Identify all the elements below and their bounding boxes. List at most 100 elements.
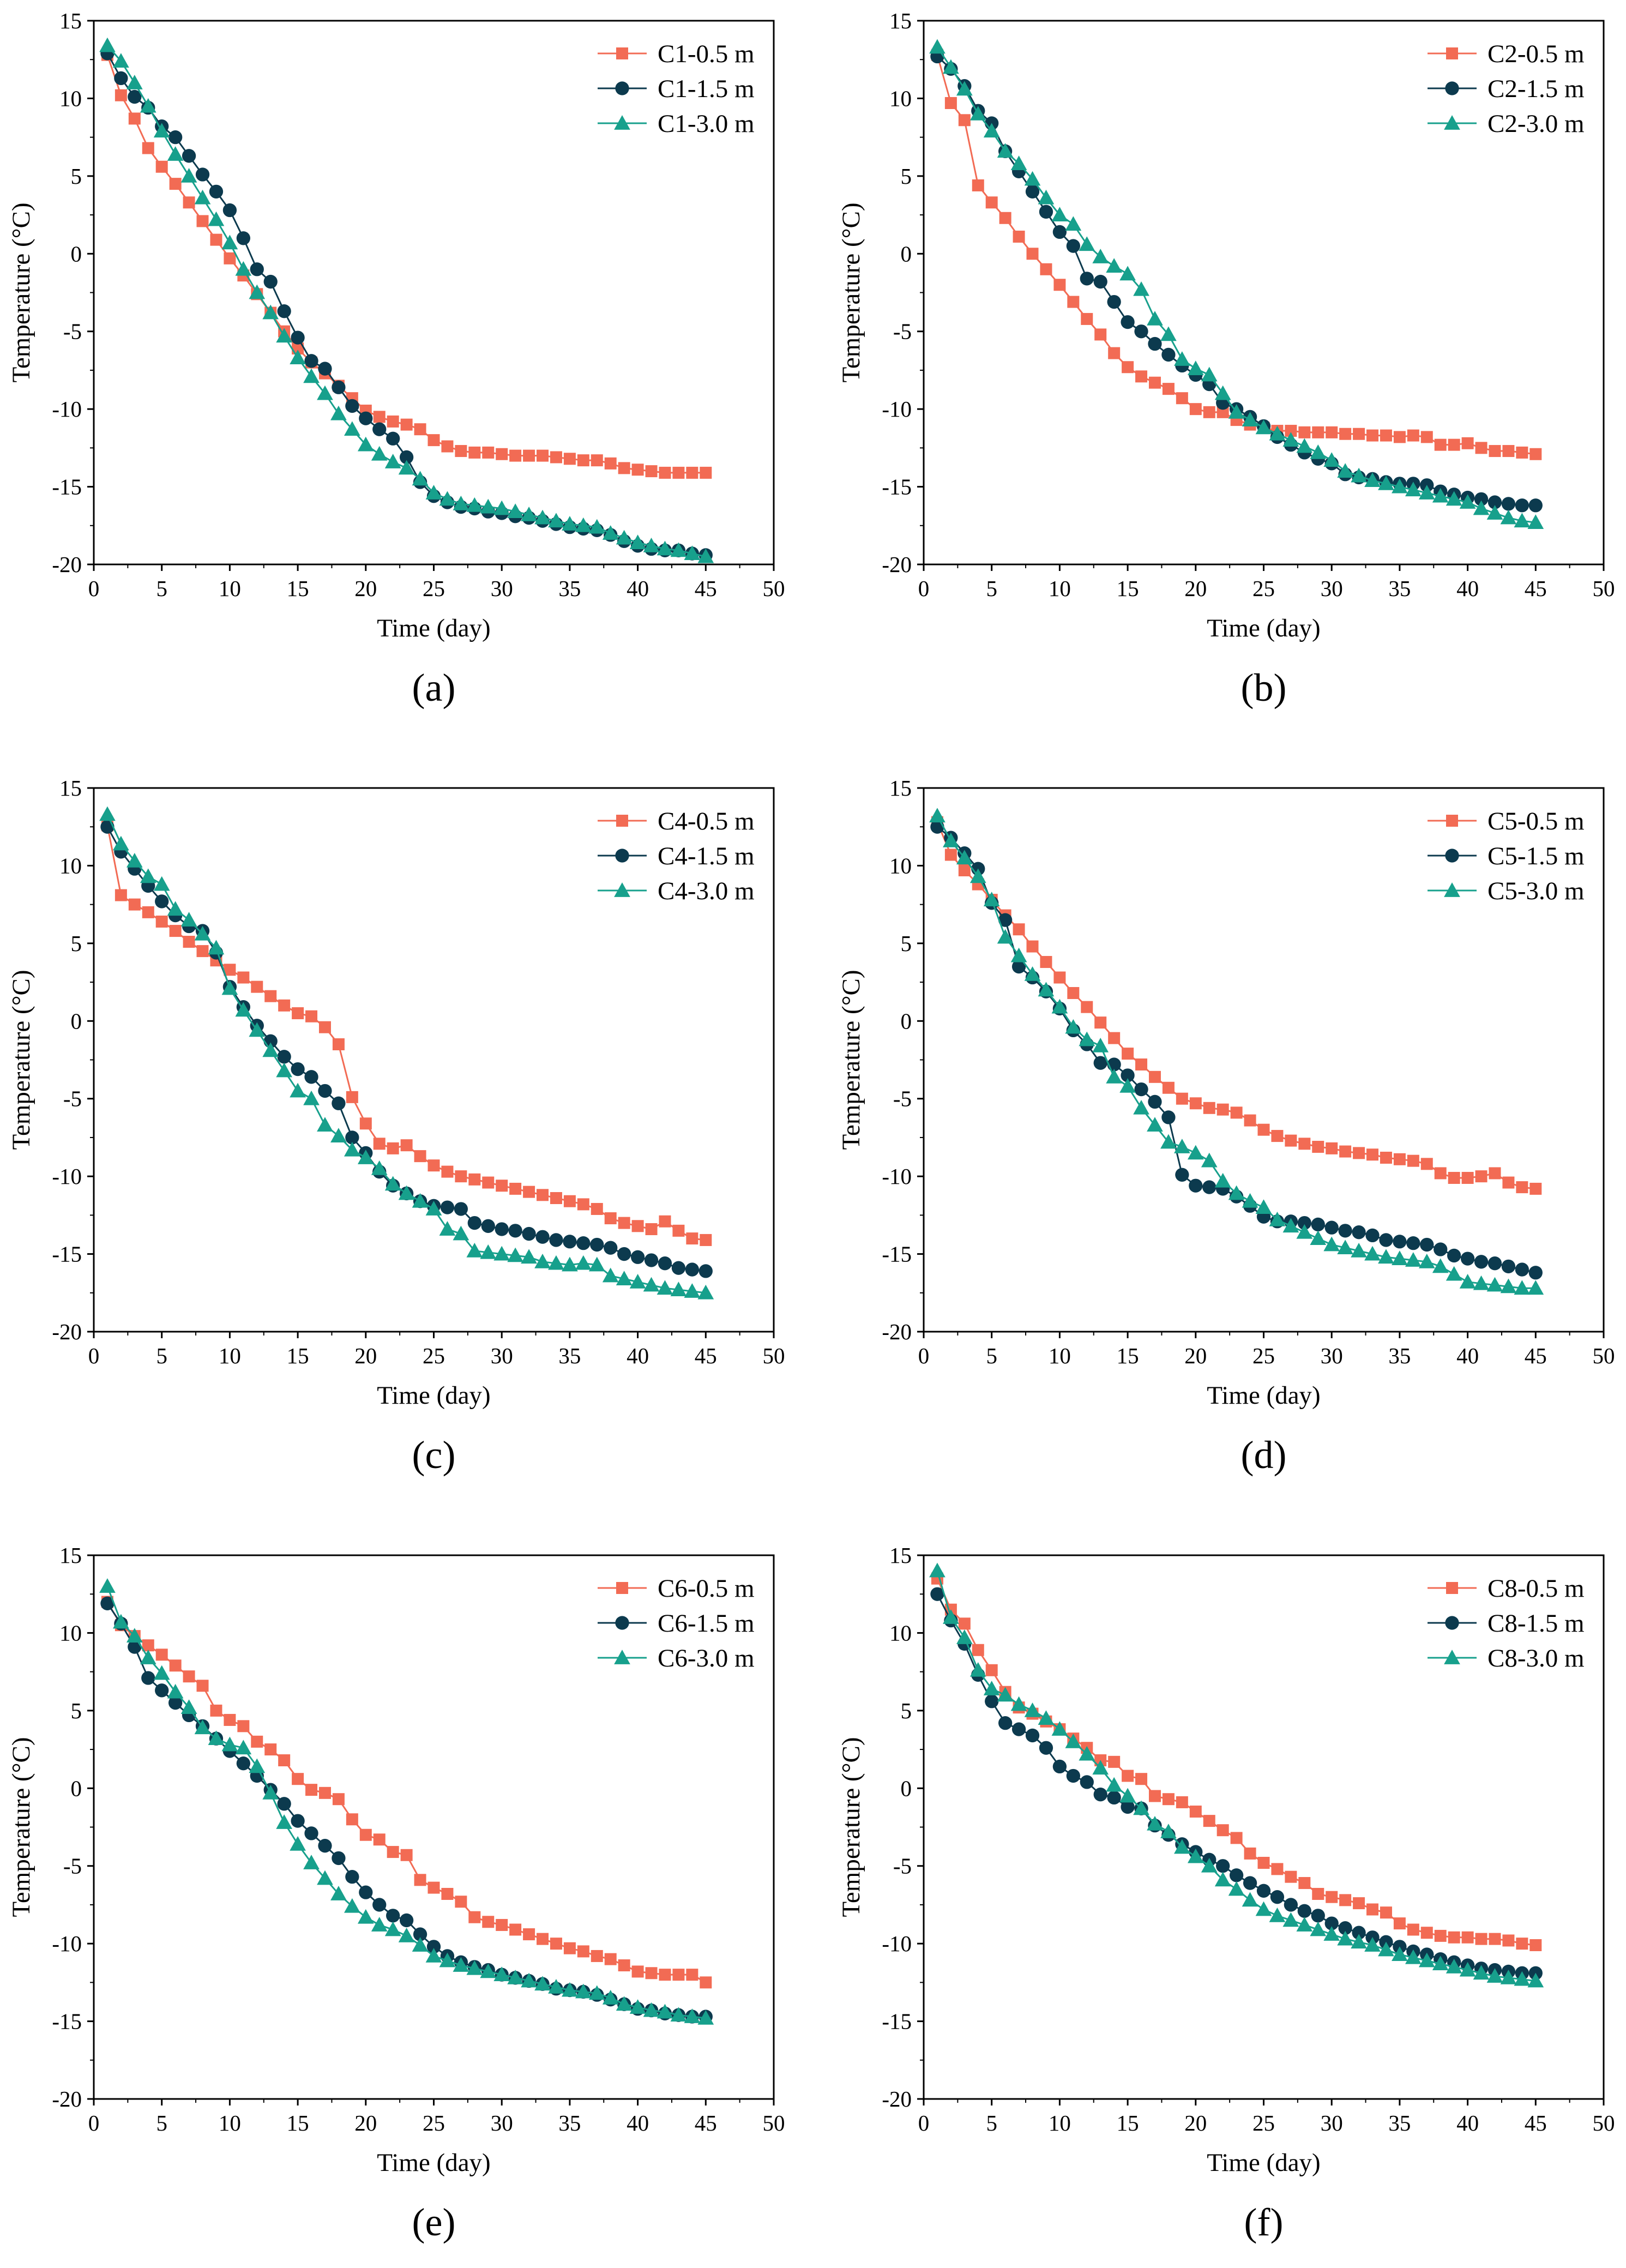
data-point <box>303 1855 320 1869</box>
data-point <box>1243 1876 1257 1890</box>
data-point <box>698 1264 713 1278</box>
data-point <box>414 1150 426 1163</box>
data-point <box>345 1870 359 1884</box>
x-tick-label: 10 <box>1049 1343 1071 1368</box>
data-point <box>1147 311 1163 326</box>
data-point <box>209 184 224 198</box>
data-point <box>929 1562 946 1578</box>
data-point <box>534 1976 551 1991</box>
data-point <box>1093 1788 1107 1802</box>
data-point <box>1133 281 1149 296</box>
data-point <box>1285 1134 1297 1147</box>
data-point <box>1392 478 1408 494</box>
data-point <box>1270 1890 1285 1904</box>
data-point <box>196 215 209 227</box>
data-point <box>1364 1937 1381 1952</box>
data-point <box>645 1223 658 1235</box>
y-tick-label: 15 <box>59 775 82 801</box>
data-point <box>169 1659 182 1672</box>
data-point <box>1148 336 1162 351</box>
x-tick-label: 20 <box>1184 1343 1207 1368</box>
panel-label: (b) <box>1241 666 1287 709</box>
data-point <box>983 123 1000 138</box>
data-point <box>1203 1815 1215 1827</box>
data-point <box>291 330 305 345</box>
data-point <box>1053 971 1066 984</box>
x-tick-label: 30 <box>1321 576 1343 601</box>
data-point <box>305 1784 318 1796</box>
data-point <box>441 1887 454 1900</box>
data-point <box>1323 1926 1340 1941</box>
y-axis-title: Temperature (°C) <box>7 203 35 383</box>
data-point <box>929 39 946 54</box>
data-point <box>481 1219 495 1233</box>
data-point <box>496 1918 508 1931</box>
x-tick-label: 30 <box>491 2110 513 2135</box>
data-point <box>685 1262 700 1277</box>
data-point <box>577 1198 589 1211</box>
data-point <box>1434 438 1447 451</box>
data-point <box>466 1960 483 1975</box>
data-point <box>115 889 127 901</box>
data-point <box>332 1096 346 1110</box>
data-point <box>142 142 154 154</box>
legend-marker <box>1444 882 1460 897</box>
data-point <box>1203 1102 1215 1114</box>
data-point <box>521 506 537 521</box>
data-point <box>1514 1971 1531 1986</box>
data-point <box>548 513 564 528</box>
x-tick-label: 45 <box>1525 2110 1547 2135</box>
data-point <box>956 81 973 96</box>
data-point <box>1488 495 1502 509</box>
data-point <box>1339 428 1352 440</box>
data-point <box>1121 315 1135 329</box>
data-point <box>359 1885 373 1899</box>
data-point <box>1025 1728 1040 1743</box>
y-tick-label: -15 <box>52 2009 82 2034</box>
y-tick-label: -5 <box>893 1086 912 1111</box>
data-point <box>99 1578 116 1593</box>
data-point <box>318 362 332 376</box>
data-point <box>399 1913 414 1928</box>
data-point <box>221 234 238 250</box>
data-point <box>1459 1273 1476 1289</box>
data-point <box>997 1687 1014 1702</box>
data-point <box>534 509 551 525</box>
legend-label: C6-1.5 m <box>658 1609 755 1638</box>
data-point <box>194 189 211 204</box>
data-point <box>1311 1217 1325 1232</box>
x-tick-label: 45 <box>1525 1343 1547 1368</box>
data-point <box>697 548 714 563</box>
data-point <box>357 1909 374 1924</box>
data-point <box>1065 216 1082 231</box>
data-point <box>114 71 128 86</box>
y-tick-label: -20 <box>882 1319 912 1344</box>
data-point <box>400 1849 413 1861</box>
data-point <box>1337 463 1353 478</box>
data-point <box>1459 1962 1476 1977</box>
data-point <box>1242 1892 1258 1907</box>
data-point <box>631 464 644 476</box>
data-point <box>1228 1881 1245 1896</box>
data-point <box>128 89 142 104</box>
legend-label: C1-0.5 m <box>658 40 755 68</box>
data-point <box>439 1952 456 1968</box>
data-point <box>1217 1103 1229 1116</box>
legend-marker <box>1444 1650 1460 1664</box>
data-point <box>264 1743 277 1756</box>
data-point <box>1257 1857 1270 1869</box>
legend-marker <box>1445 81 1459 95</box>
data-point <box>1148 1094 1162 1109</box>
data-point <box>1312 426 1324 438</box>
data-point <box>548 1255 564 1270</box>
data-point <box>194 925 211 941</box>
data-point <box>1529 448 1542 460</box>
data-point <box>631 1220 644 1232</box>
y-tick-label: 10 <box>889 86 912 111</box>
data-point <box>1337 1930 1353 1946</box>
chart-panel-b: 0 5 10 15 20 25 30 35 40 45 50151050-5-10-15-20Tim… <box>837 8 1615 709</box>
data-point <box>1122 361 1134 374</box>
x-axis-title: Time (day) <box>1207 614 1320 642</box>
data-point <box>1242 412 1258 426</box>
series-3-0m <box>929 1562 1544 1988</box>
